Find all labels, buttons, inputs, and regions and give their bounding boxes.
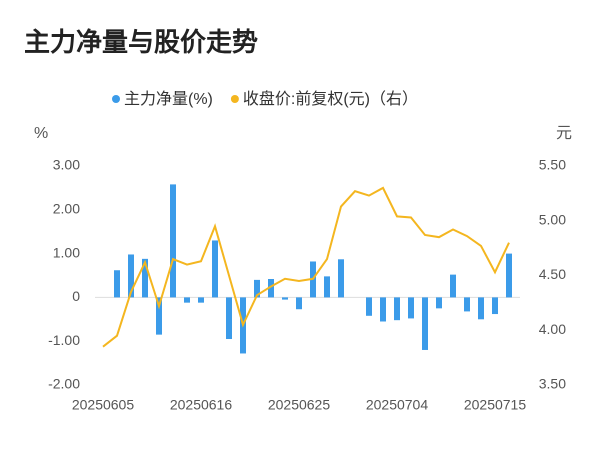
legend-label: 主力净量(%) [124, 90, 213, 108]
y2-tick-label: 3.50 [539, 376, 566, 392]
legend-label: 收盘价:前复权(元)（右） [243, 89, 418, 108]
bar [254, 279, 260, 298]
bar [478, 297, 484, 320]
bar [422, 297, 428, 350]
bar [366, 297, 372, 316]
bar [338, 259, 344, 298]
bar [394, 297, 400, 321]
bar [184, 297, 190, 303]
bar [142, 258, 148, 298]
bar [436, 297, 442, 309]
chart-title: 主力净量与股价走势 [24, 27, 258, 57]
bar [170, 184, 176, 298]
bar [506, 253, 512, 298]
x-tick-label: 20250616 [170, 397, 233, 413]
bar [464, 297, 470, 312]
y-tick-label: -1.00 [48, 332, 80, 348]
bar [114, 270, 120, 298]
bar [226, 297, 232, 340]
bar [324, 276, 330, 298]
y-unit: % [34, 125, 48, 142]
bar [128, 254, 134, 298]
bar [296, 297, 302, 310]
bar [380, 297, 386, 322]
y-tick-label: 0 [72, 288, 80, 304]
x-tick-label: 20250625 [268, 397, 331, 413]
y2-tick-label: 4.50 [539, 266, 566, 282]
y2-unit: 元 [556, 125, 572, 142]
y-tick-label: 3.00 [53, 157, 80, 173]
bar [212, 240, 218, 298]
bar [492, 297, 498, 315]
y2-tick-label: 5.50 [539, 157, 566, 173]
y-tick-label: 1.00 [53, 244, 80, 260]
bar [408, 297, 414, 319]
y-tick-label: -2.00 [48, 376, 80, 392]
legend-marker [112, 95, 120, 103]
x-tick-label: 20250704 [366, 397, 429, 413]
bar [450, 274, 456, 298]
x-tick-label: 20250605 [72, 397, 135, 413]
y2-tick-label: 4.00 [539, 321, 566, 337]
bar [198, 297, 204, 303]
y2-tick-label: 5.00 [539, 211, 566, 227]
bar [268, 279, 274, 298]
x-tick-label: 20250715 [464, 397, 527, 413]
bar [156, 297, 162, 335]
bar [282, 297, 288, 300]
price-line [102, 186, 510, 348]
y-tick-label: 2.00 [53, 201, 80, 217]
legend-marker [230, 95, 239, 103]
